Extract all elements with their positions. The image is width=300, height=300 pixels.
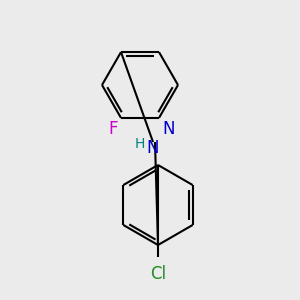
Text: N: N [147, 139, 159, 157]
Text: H: H [135, 137, 145, 151]
Text: N: N [162, 120, 175, 138]
Text: Cl: Cl [150, 265, 166, 283]
Text: F: F [109, 120, 118, 138]
